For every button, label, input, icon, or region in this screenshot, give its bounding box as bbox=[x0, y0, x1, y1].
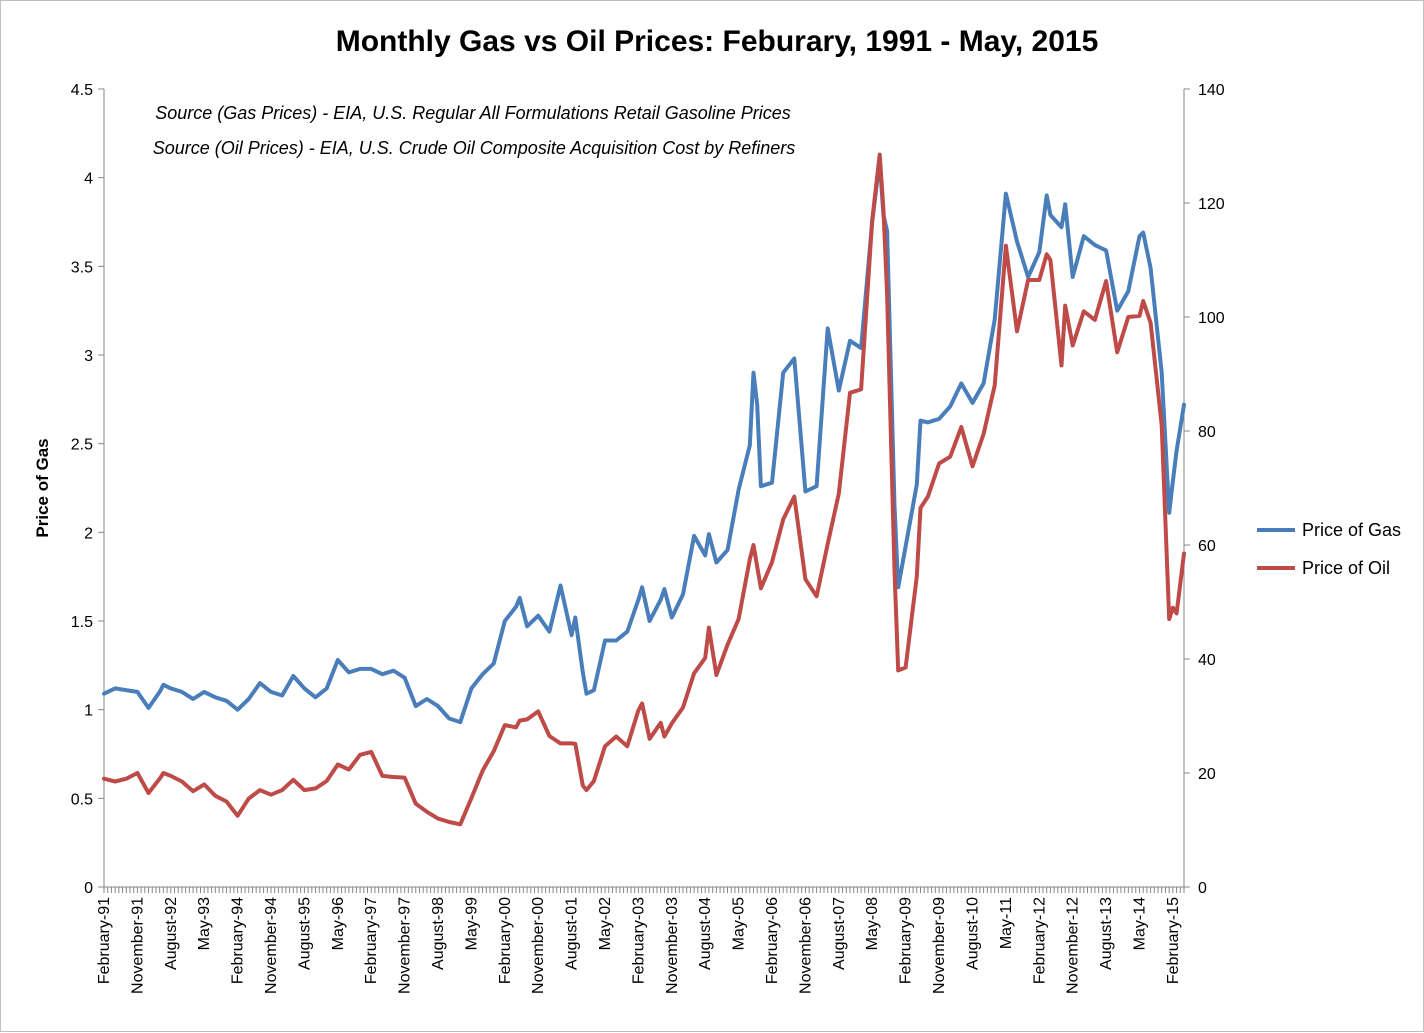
annotation-oil-source: Source (Oil Prices) - EIA, U.S. Crude Oi… bbox=[153, 138, 796, 158]
left-y-tick-label: 0.5 bbox=[71, 791, 93, 808]
x-tick-label: February-94 bbox=[230, 897, 247, 984]
right-y-tick-label: 20 bbox=[1198, 766, 1216, 783]
x-tick-label: November-91 bbox=[129, 897, 146, 994]
x-tick-label: August-04 bbox=[697, 897, 714, 970]
x-tick-label: May-11 bbox=[998, 897, 1015, 949]
x-tick-label: August-10 bbox=[965, 897, 982, 970]
x-tick-label: August-92 bbox=[163, 897, 180, 970]
x-tick-label: February-09 bbox=[898, 897, 915, 984]
legend-label-oil: Price of Oil bbox=[1302, 558, 1390, 578]
x-tick-label: February-00 bbox=[497, 897, 514, 984]
right-y-tick-label: 60 bbox=[1198, 538, 1216, 555]
x-tick-label: November-97 bbox=[397, 897, 414, 994]
x-tick-label: February-12 bbox=[1031, 897, 1048, 984]
legend-label-gas: Price of Gas bbox=[1302, 520, 1401, 540]
x-tick-label: May-05 bbox=[731, 897, 748, 950]
left-y-tick-label: 1.5 bbox=[71, 614, 93, 631]
right-y-tick-label: 0 bbox=[1198, 880, 1207, 897]
x-tick-label: August-98 bbox=[430, 897, 447, 970]
x-tick-label: November-09 bbox=[931, 897, 948, 994]
x-tick-label: May-96 bbox=[330, 897, 347, 950]
right-y-tick-label: 140 bbox=[1198, 82, 1225, 99]
gas-price-line bbox=[102, 157, 1186, 725]
x-tick-label: November-03 bbox=[664, 897, 681, 994]
legend: Price of Gas Price of Oil bbox=[1257, 520, 1401, 578]
right-y-tick-label: 80 bbox=[1198, 424, 1216, 441]
x-tick-label: February-97 bbox=[363, 897, 380, 984]
x-tick-label: May-93 bbox=[196, 897, 213, 950]
oil-price-line bbox=[102, 152, 1186, 827]
left-y-tick-label: 3 bbox=[84, 348, 93, 365]
x-tick-label: February-03 bbox=[630, 897, 647, 984]
x-tick-label: November-12 bbox=[1065, 897, 1082, 994]
left-y-tick-label: 0 bbox=[84, 880, 93, 897]
right-y-tick-label: 100 bbox=[1198, 310, 1225, 327]
y-axis-title: Price of Gas bbox=[33, 438, 52, 537]
x-tick-label: August-07 bbox=[831, 897, 848, 970]
x-tick-label: November-00 bbox=[530, 897, 547, 994]
left-y-tick-label: 4 bbox=[84, 171, 93, 188]
x-tick-label: November-94 bbox=[263, 897, 280, 994]
x-tick-label: November-06 bbox=[797, 897, 814, 994]
x-tick-label: August-13 bbox=[1098, 897, 1115, 970]
annotation-gas-source: Source (Gas Prices) - EIA, U.S. Regular … bbox=[155, 103, 791, 123]
x-tick-label: February-06 bbox=[764, 897, 781, 984]
x-tick-label: May-08 bbox=[864, 897, 881, 950]
x-tick-label: February-91 bbox=[96, 897, 113, 984]
right-y-tick-label: 120 bbox=[1198, 196, 1225, 213]
left-y-tick-label: 2.5 bbox=[71, 437, 93, 454]
x-tick-label: August-95 bbox=[296, 897, 313, 970]
x-tick-label: August-01 bbox=[564, 897, 581, 970]
left-y-tick-label: 4.5 bbox=[71, 82, 93, 99]
left-y-tick-label: 1 bbox=[84, 703, 93, 720]
chart-title: Monthly Gas vs Oil Prices: Feburary, 199… bbox=[336, 25, 1099, 58]
x-tick-label: May-02 bbox=[597, 897, 614, 950]
x-tick-label: May-14 bbox=[1132, 897, 1149, 950]
left-y-tick-label: 2 bbox=[84, 525, 93, 542]
x-tick-label: May-99 bbox=[463, 897, 480, 950]
left-y-tick-label: 3.5 bbox=[71, 259, 93, 276]
plot-area: 0 0.5 1 1.5 2 2.5 3 3.5 4 4.5 0 20 40 60 80 100 120 140 Fe… bbox=[71, 82, 1225, 994]
x-tick-label: February-15 bbox=[1165, 897, 1182, 984]
right-y-tick-label: 40 bbox=[1198, 652, 1216, 669]
